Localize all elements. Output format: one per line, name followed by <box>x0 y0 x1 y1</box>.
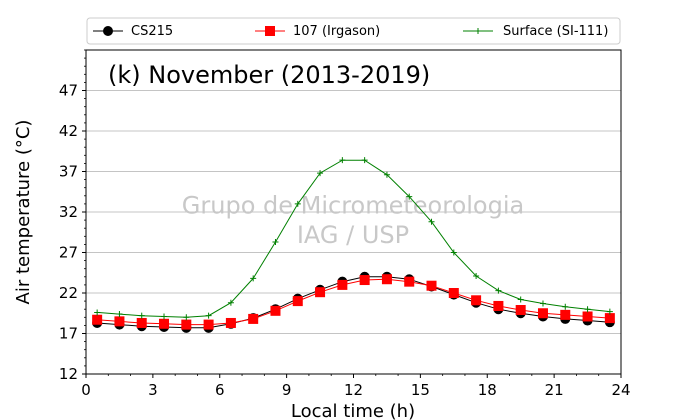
data-point <box>292 296 303 307</box>
data-point <box>450 249 457 256</box>
legend-marker <box>475 28 481 34</box>
data-point <box>203 319 214 330</box>
x-tick-label: 0 <box>81 381 91 399</box>
data-point <box>606 308 613 315</box>
data-point <box>426 280 437 291</box>
y-tick-label: 37 <box>59 163 78 181</box>
data-point <box>183 314 190 321</box>
data-point <box>584 306 591 313</box>
legend-label: CS215 <box>131 24 173 39</box>
data-point <box>448 288 459 298</box>
gridlines <box>86 90 621 334</box>
y-tick-label: 47 <box>59 82 78 100</box>
series-line <box>97 159 610 318</box>
data-point <box>361 157 368 164</box>
data-point <box>315 287 326 298</box>
data-point <box>473 272 480 279</box>
legend-box <box>86 17 621 45</box>
series-layer <box>92 157 615 333</box>
x-axis-label: Local time (h) <box>291 401 415 420</box>
data-point <box>562 303 569 310</box>
data-point <box>359 275 370 286</box>
x-tick-label: 12 <box>344 381 363 399</box>
x-tick-label: 18 <box>478 381 497 399</box>
data-point <box>337 279 348 290</box>
data-point <box>404 276 415 287</box>
y-tick-label: 32 <box>59 203 78 221</box>
data-point <box>161 313 168 320</box>
watermark-line: Grupo de Micrometeorologia <box>182 192 524 220</box>
legend-entry: 107 (Irgason) <box>255 24 380 39</box>
y-tick-label: 12 <box>59 365 78 383</box>
data-point <box>294 200 301 207</box>
data-point <box>270 305 281 316</box>
data-point <box>517 296 524 303</box>
data-point <box>381 274 392 285</box>
data-point <box>428 218 435 225</box>
data-point <box>582 311 593 322</box>
x-tick-label: 3 <box>148 381 158 399</box>
legend-entry: Surface (SI-111) <box>463 24 608 39</box>
data-point <box>339 157 346 164</box>
x-tick-label: 21 <box>545 381 564 399</box>
data-point <box>92 314 103 325</box>
data-point <box>116 311 123 318</box>
x-tick-label: 15 <box>411 381 430 399</box>
data-point <box>493 300 504 311</box>
y-tick-label: 42 <box>59 122 78 140</box>
legend: CS215 107 (Irgason) Surface (SI-111) <box>86 17 621 45</box>
legend-label: 107 (Irgason) <box>293 24 380 39</box>
data-point <box>383 171 390 178</box>
data-point <box>181 319 192 330</box>
data-point <box>539 300 546 307</box>
data-point <box>227 299 234 306</box>
legend-label: Surface (SI-111) <box>503 24 608 39</box>
data-point <box>136 317 147 328</box>
data-point <box>406 193 413 200</box>
data-point <box>114 316 125 327</box>
data-point <box>317 170 324 177</box>
x-tick-label: 9 <box>282 381 292 399</box>
data-point <box>471 295 482 306</box>
legend-marker <box>103 26 113 36</box>
y-tick-label: 17 <box>59 325 78 343</box>
data-point <box>272 238 279 245</box>
data-point <box>159 318 170 329</box>
data-point <box>138 312 145 319</box>
data-point <box>560 309 571 320</box>
axes-layer: 12 17 22 27 32 37 42 47 0 3 6 9 12 15 18 21 24 <box>59 49 631 399</box>
data-point <box>250 275 257 282</box>
series-1 <box>92 274 615 330</box>
x-tick-label: 24 <box>611 381 630 399</box>
data-point <box>495 287 502 294</box>
watermark-line: IAG / USP <box>297 221 409 249</box>
x-tick-label: 6 <box>215 381 225 399</box>
data-point <box>604 313 615 324</box>
data-point <box>248 313 259 324</box>
data-point <box>515 305 526 316</box>
data-point <box>537 308 548 319</box>
data-point <box>94 309 101 316</box>
y-tick-label: 27 <box>59 244 78 262</box>
legend-entry: CS215 <box>93 24 173 39</box>
data-point <box>205 312 212 319</box>
legend-marker <box>265 26 275 36</box>
y-axis-label: Air temperature (°C) <box>13 120 34 305</box>
chart-title: (k) November (2013-2019) <box>108 61 430 89</box>
data-point <box>225 317 236 328</box>
series-line <box>97 276 610 329</box>
y-tick-label: 22 <box>59 284 78 302</box>
series-2 <box>94 157 613 321</box>
